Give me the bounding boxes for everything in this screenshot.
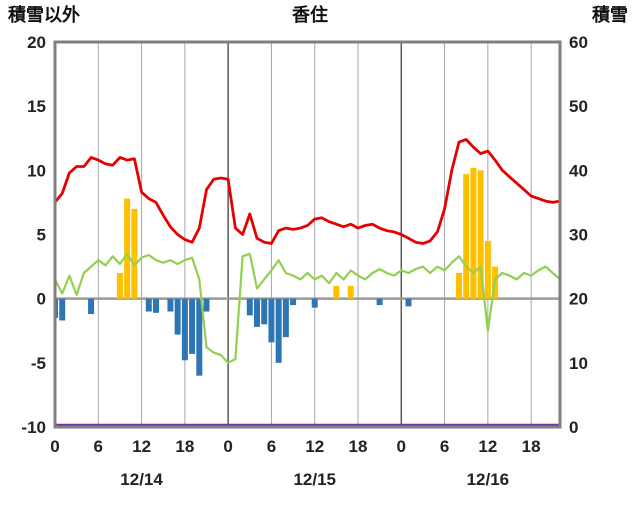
hour-tick-label: 12 — [132, 437, 151, 456]
hour-tick-label: 12 — [478, 437, 497, 456]
right-axis-title: 積雪 — [591, 4, 628, 25]
left-tick-label: 0 — [37, 290, 46, 309]
date-label: 12/15 — [293, 470, 336, 489]
left-tick-label: 10 — [27, 161, 46, 180]
hour-tick-label: 12 — [305, 437, 324, 456]
hour-tick-label: 0 — [397, 437, 406, 456]
date-label: 12/16 — [467, 470, 510, 489]
left-axis-title: 積雪以外 — [7, 4, 80, 25]
right-tick-label: 0 — [569, 418, 578, 437]
hour-tick-label: 6 — [440, 437, 449, 456]
hour-tick-label: 6 — [267, 437, 276, 456]
left-tick-label: 20 — [27, 33, 46, 52]
date-label: 12/14 — [120, 470, 163, 489]
chart-title: 香住 — [291, 4, 328, 25]
hour-tick-label: 6 — [94, 437, 103, 456]
right-tick-label: 20 — [569, 290, 588, 309]
left-tick-label: 15 — [27, 97, 46, 116]
right-tick-label: 60 — [569, 33, 588, 52]
left-tick-label: 5 — [37, 226, 46, 245]
hour-tick-label: 18 — [349, 437, 368, 456]
right-tick-label: 10 — [569, 354, 588, 373]
left-tick-label: -10 — [21, 418, 46, 437]
hour-tick-label: 18 — [175, 437, 194, 456]
right-tick-label: 50 — [569, 97, 588, 116]
right-tick-label: 40 — [569, 161, 588, 180]
hour-tick-label: 18 — [522, 437, 541, 456]
left-tick-label: -5 — [31, 354, 46, 373]
hour-tick-label: 0 — [50, 437, 59, 456]
right-tick-label: 30 — [569, 226, 588, 245]
hour-tick-label: 0 — [223, 437, 232, 456]
